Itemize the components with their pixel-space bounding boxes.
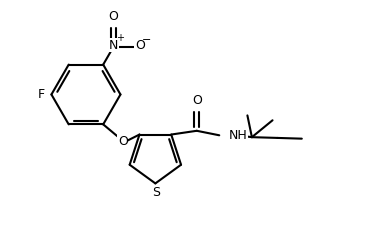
Text: −: − [141, 35, 151, 45]
Text: O: O [118, 135, 128, 148]
Text: O: O [192, 94, 202, 107]
Text: F: F [38, 88, 45, 101]
Text: +: + [116, 33, 124, 44]
Text: S: S [152, 186, 160, 198]
Text: NH: NH [228, 129, 247, 142]
Text: N: N [109, 39, 118, 52]
Text: O: O [135, 39, 145, 52]
Text: O: O [108, 10, 118, 23]
